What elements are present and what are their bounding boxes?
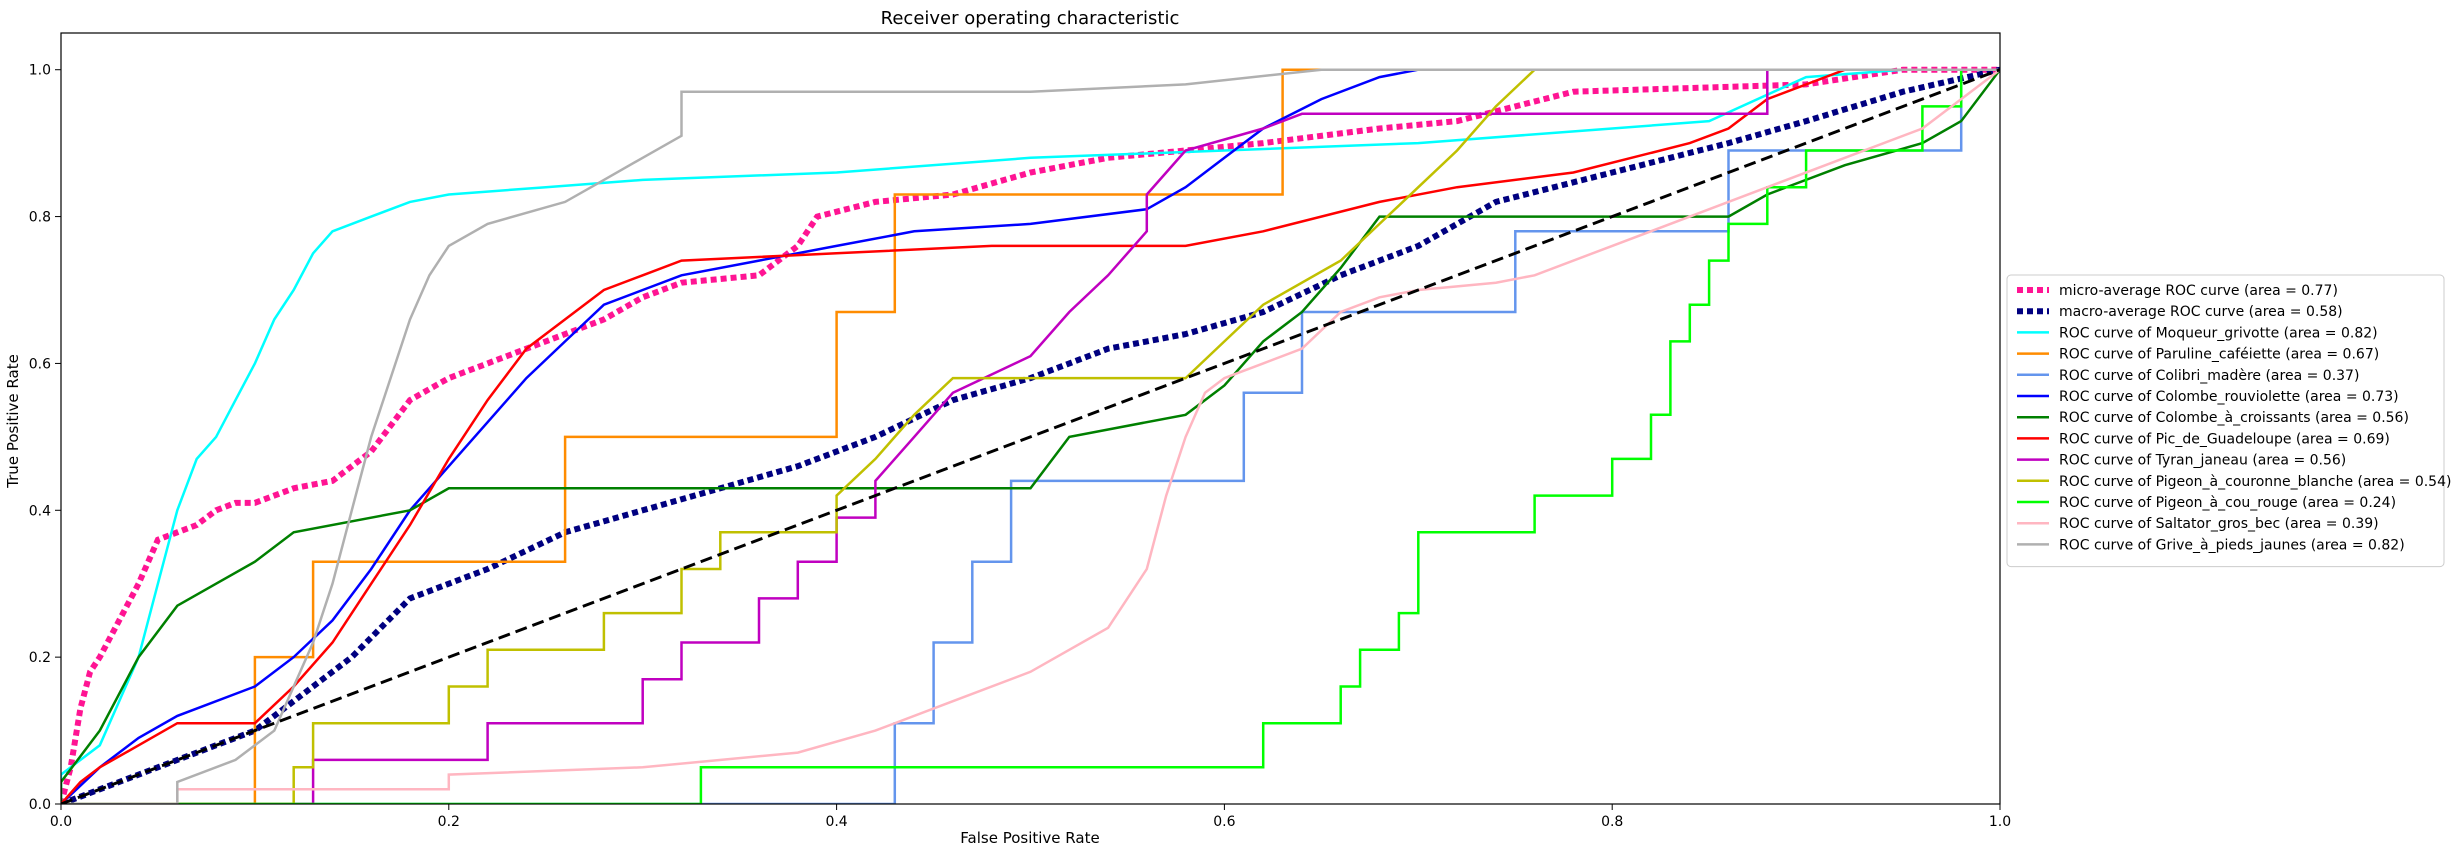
- y-axis-label: True Positive Rate: [4, 354, 22, 489]
- plot-frame: [60, 32, 2001, 805]
- legend-label: ROC curve of Pigeon_à_cou_rouge (area = …: [2059, 495, 2396, 511]
- series-line-macro-average-roc-curve-area-0-58: [61, 66, 2000, 804]
- legend-box: [2006, 274, 2445, 568]
- y-tick-label: 0.6: [29, 356, 51, 372]
- y-tick-label: 0.4: [29, 503, 51, 519]
- legend-label: ROC curve of Colibri_madère (area = 0.37…: [2059, 368, 2359, 384]
- series-line-roc-curve-of-colombe-rouviolette-area-0-73: [61, 68, 2000, 804]
- y-tick-label: 1.0: [29, 63, 51, 79]
- x-tick-label: 0.8: [1601, 814, 1623, 830]
- legend-label: ROC curve of Paruline_caféiette (area = …: [2059, 347, 2379, 363]
- series-line-roc-curve-of-saltator-gros-bec-area-0-39: [61, 68, 2000, 804]
- legend-label: ROC curve of Colombe_à_croissants (area …: [2059, 410, 2409, 426]
- legend-label: macro-average ROC curve (area = 0.58): [2059, 304, 2343, 320]
- legend-label: micro-average ROC curve (area = 0.77): [2059, 283, 2338, 299]
- legend-label: ROC curve of Saltator_gros_bec (area = 0…: [2059, 516, 2379, 532]
- series-line-roc-curve-of-pic-de-guadeloupe-area-0-69: [61, 68, 2000, 804]
- series-line-roc-curve-of-paruline-caf-iette-area-0-67: [61, 68, 2000, 804]
- legend-label: ROC curve of Pic_de_Guadeloupe (area = 0…: [2059, 431, 2390, 447]
- axis-ticks: 0.0 0.2 0.4 0.6 0.8 1.0 0.0 0.2 0.4 0.6 0.8 1.0: [29, 63, 2011, 830]
- x-tick-label: 0.6: [1213, 814, 1235, 830]
- x-tick-label: 0.2: [438, 814, 460, 830]
- x-tick-label: 0.0: [50, 814, 72, 830]
- y-tick-label: 0.2: [29, 650, 51, 666]
- series-line-roc-curve-of-moqueur-grivotte-area-0-82: [61, 68, 2000, 804]
- chart-title: Receiver operating characteristic: [881, 8, 1180, 29]
- legend-label: ROC curve of Tyran_janeau (area = 0.56): [2059, 453, 2346, 469]
- x-axis-label: False Positive Rate: [960, 829, 1099, 847]
- x-tick-label: 1.0: [1989, 814, 2011, 830]
- legend-label: ROC curve of Colombe_rouviolette (area =…: [2059, 389, 2399, 405]
- y-tick-label: 0.8: [29, 210, 51, 226]
- series-line-roc-curve-of-pigeon-cou-rouge-area-0-24: [61, 68, 2000, 804]
- series-layer: [61, 66, 2000, 804]
- legend-label: ROC curve of Grive_à_pieds_jaunes (area …: [2059, 537, 2405, 553]
- series-line-chance: [61, 68, 2000, 804]
- series-line-roc-curve-of-tyran-janeau-area-0-56: [61, 68, 2000, 804]
- y-tick-label: 0.0: [29, 797, 51, 813]
- legend-label: ROC curve of Moqueur_grivotte (area = 0.…: [2059, 325, 2378, 341]
- series-line-roc-curve-of-grive-pieds-jaunes-area-0-82: [61, 68, 2000, 804]
- legend: micro-average ROC curve (area = 0.77) mac…: [2006, 274, 2451, 568]
- x-tick-label: 0.4: [825, 814, 847, 830]
- legend-label: ROC curve of Pigeon_à_couronne_blanche (…: [2059, 474, 2451, 490]
